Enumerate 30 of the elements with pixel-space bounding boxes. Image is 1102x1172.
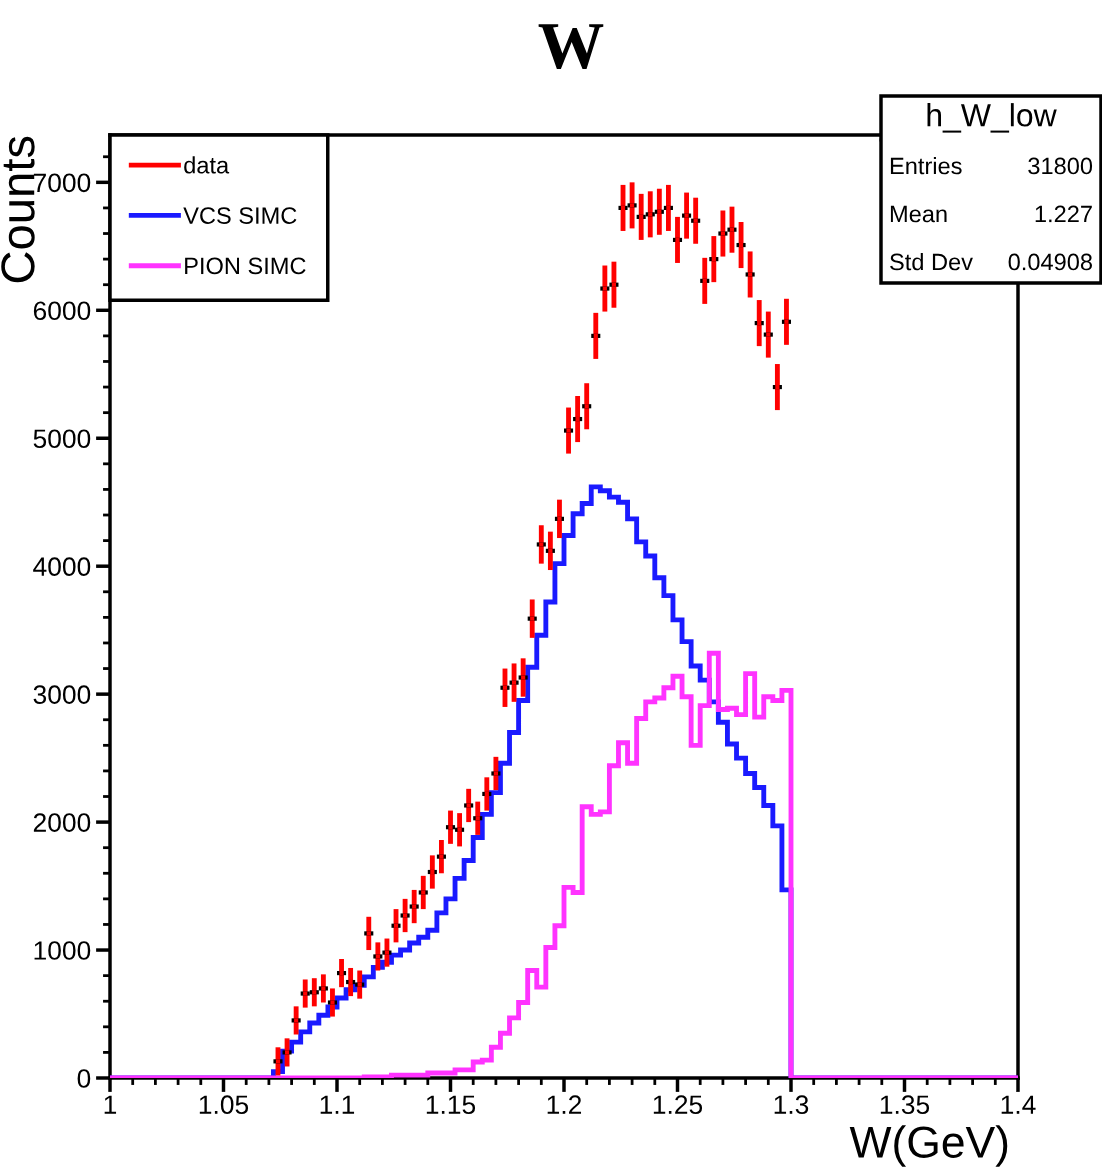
y-tick-label: 0 — [77, 1069, 91, 1088]
x-axis-title: W(GeV) — [849, 1125, 1008, 1167]
y-tick-label: 6000 — [33, 301, 91, 321]
x-tick-label: 1 — [104, 1095, 117, 1114]
y-tick-label: 3000 — [33, 685, 91, 704]
chart-title: W — [538, 24, 604, 70]
annotation: Mean — [890, 205, 947, 223]
x-tick-label: 1.1 — [320, 1095, 355, 1114]
y-axis-title: Counts — [1, 136, 35, 283]
text: 1.227 — [1035, 205, 1092, 223]
annotation: Std Dev — [890, 252, 973, 271]
x-tick-label: 1.05 — [199, 1095, 249, 1115]
legend-label: VCS SIMC — [183, 207, 297, 224]
text: 31800 — [1028, 157, 1093, 175]
y-tick-label: 5000 — [33, 429, 91, 449]
x-tick-label: 1.35 — [880, 1095, 930, 1115]
y-tick-label: 2000 — [33, 813, 91, 832]
x-tick-label: 1.15 — [426, 1095, 476, 1115]
annotation: 0.04908 — [1008, 253, 1092, 271]
text: h_W_low — [927, 103, 1057, 133]
y-tick-label: 4000 — [33, 557, 91, 577]
legend-label: PION SIMC — [185, 257, 306, 275]
x-tick-label: 1.2 — [547, 1095, 582, 1114]
y-tick-label: 1000 — [34, 941, 91, 960]
x-tick-label: 1.25 — [653, 1095, 703, 1115]
x-tick-label: 1.4 — [1001, 1095, 1036, 1114]
annotation: Entries — [890, 157, 962, 175]
y-tick-label: 7000 — [33, 173, 91, 193]
legend-label: data — [184, 156, 230, 174]
x-tick-label: 1.3 — [774, 1095, 809, 1115]
